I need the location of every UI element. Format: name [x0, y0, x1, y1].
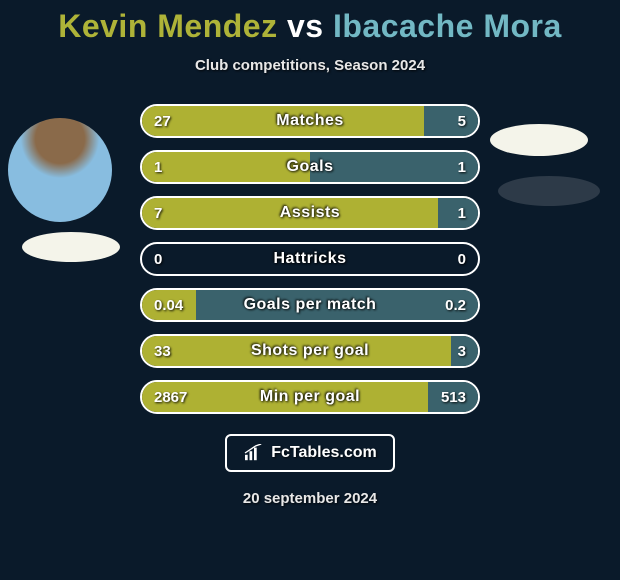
decoration-ellipse-top-right: [490, 124, 588, 156]
bar-label: Assists: [142, 198, 478, 228]
subtitle: Club competitions, Season 2024: [0, 57, 620, 74]
stat-bar: 00Hattricks: [140, 242, 480, 276]
stat-bar: 2867513Min per goal: [140, 380, 480, 414]
stat-bar: 11Goals: [140, 150, 480, 184]
bar-label: Goals per match: [142, 290, 478, 320]
logo-box: FcTables.com: [225, 434, 395, 472]
stat-bar: 0.040.2Goals per match: [140, 288, 480, 322]
stat-bar: 71Assists: [140, 196, 480, 230]
bar-label: Min per goal: [142, 382, 478, 412]
stats-bars: 275Matches 11Goals 71Assists 00Hattricks 0.0…: [140, 104, 480, 414]
stat-bar: 333Shots per goal: [140, 334, 480, 368]
page-title: Kevin Mendez vs Ibacache Mora: [0, 8, 620, 45]
bar-label: Goals: [142, 152, 478, 182]
player2-name: Ibacache Mora: [333, 8, 562, 44]
player1-name: Kevin Mendez: [58, 8, 277, 44]
chart-icon: [243, 444, 265, 462]
player1-avatar: [8, 118, 112, 222]
date-footer: 20 september 2024: [0, 490, 620, 507]
stat-bar: 275Matches: [140, 104, 480, 138]
logo-text: FcTables.com: [271, 444, 377, 462]
bar-label: Hattricks: [142, 244, 478, 274]
bar-label: Matches: [142, 106, 478, 136]
decoration-ellipse-left: [22, 232, 120, 262]
comparison-infographic: Kevin Mendez vs Ibacache Mora Club compe…: [0, 0, 620, 580]
bar-label: Shots per goal: [142, 336, 478, 366]
decoration-ellipse-mid-right: [498, 176, 600, 206]
vs-text: vs: [287, 8, 324, 44]
